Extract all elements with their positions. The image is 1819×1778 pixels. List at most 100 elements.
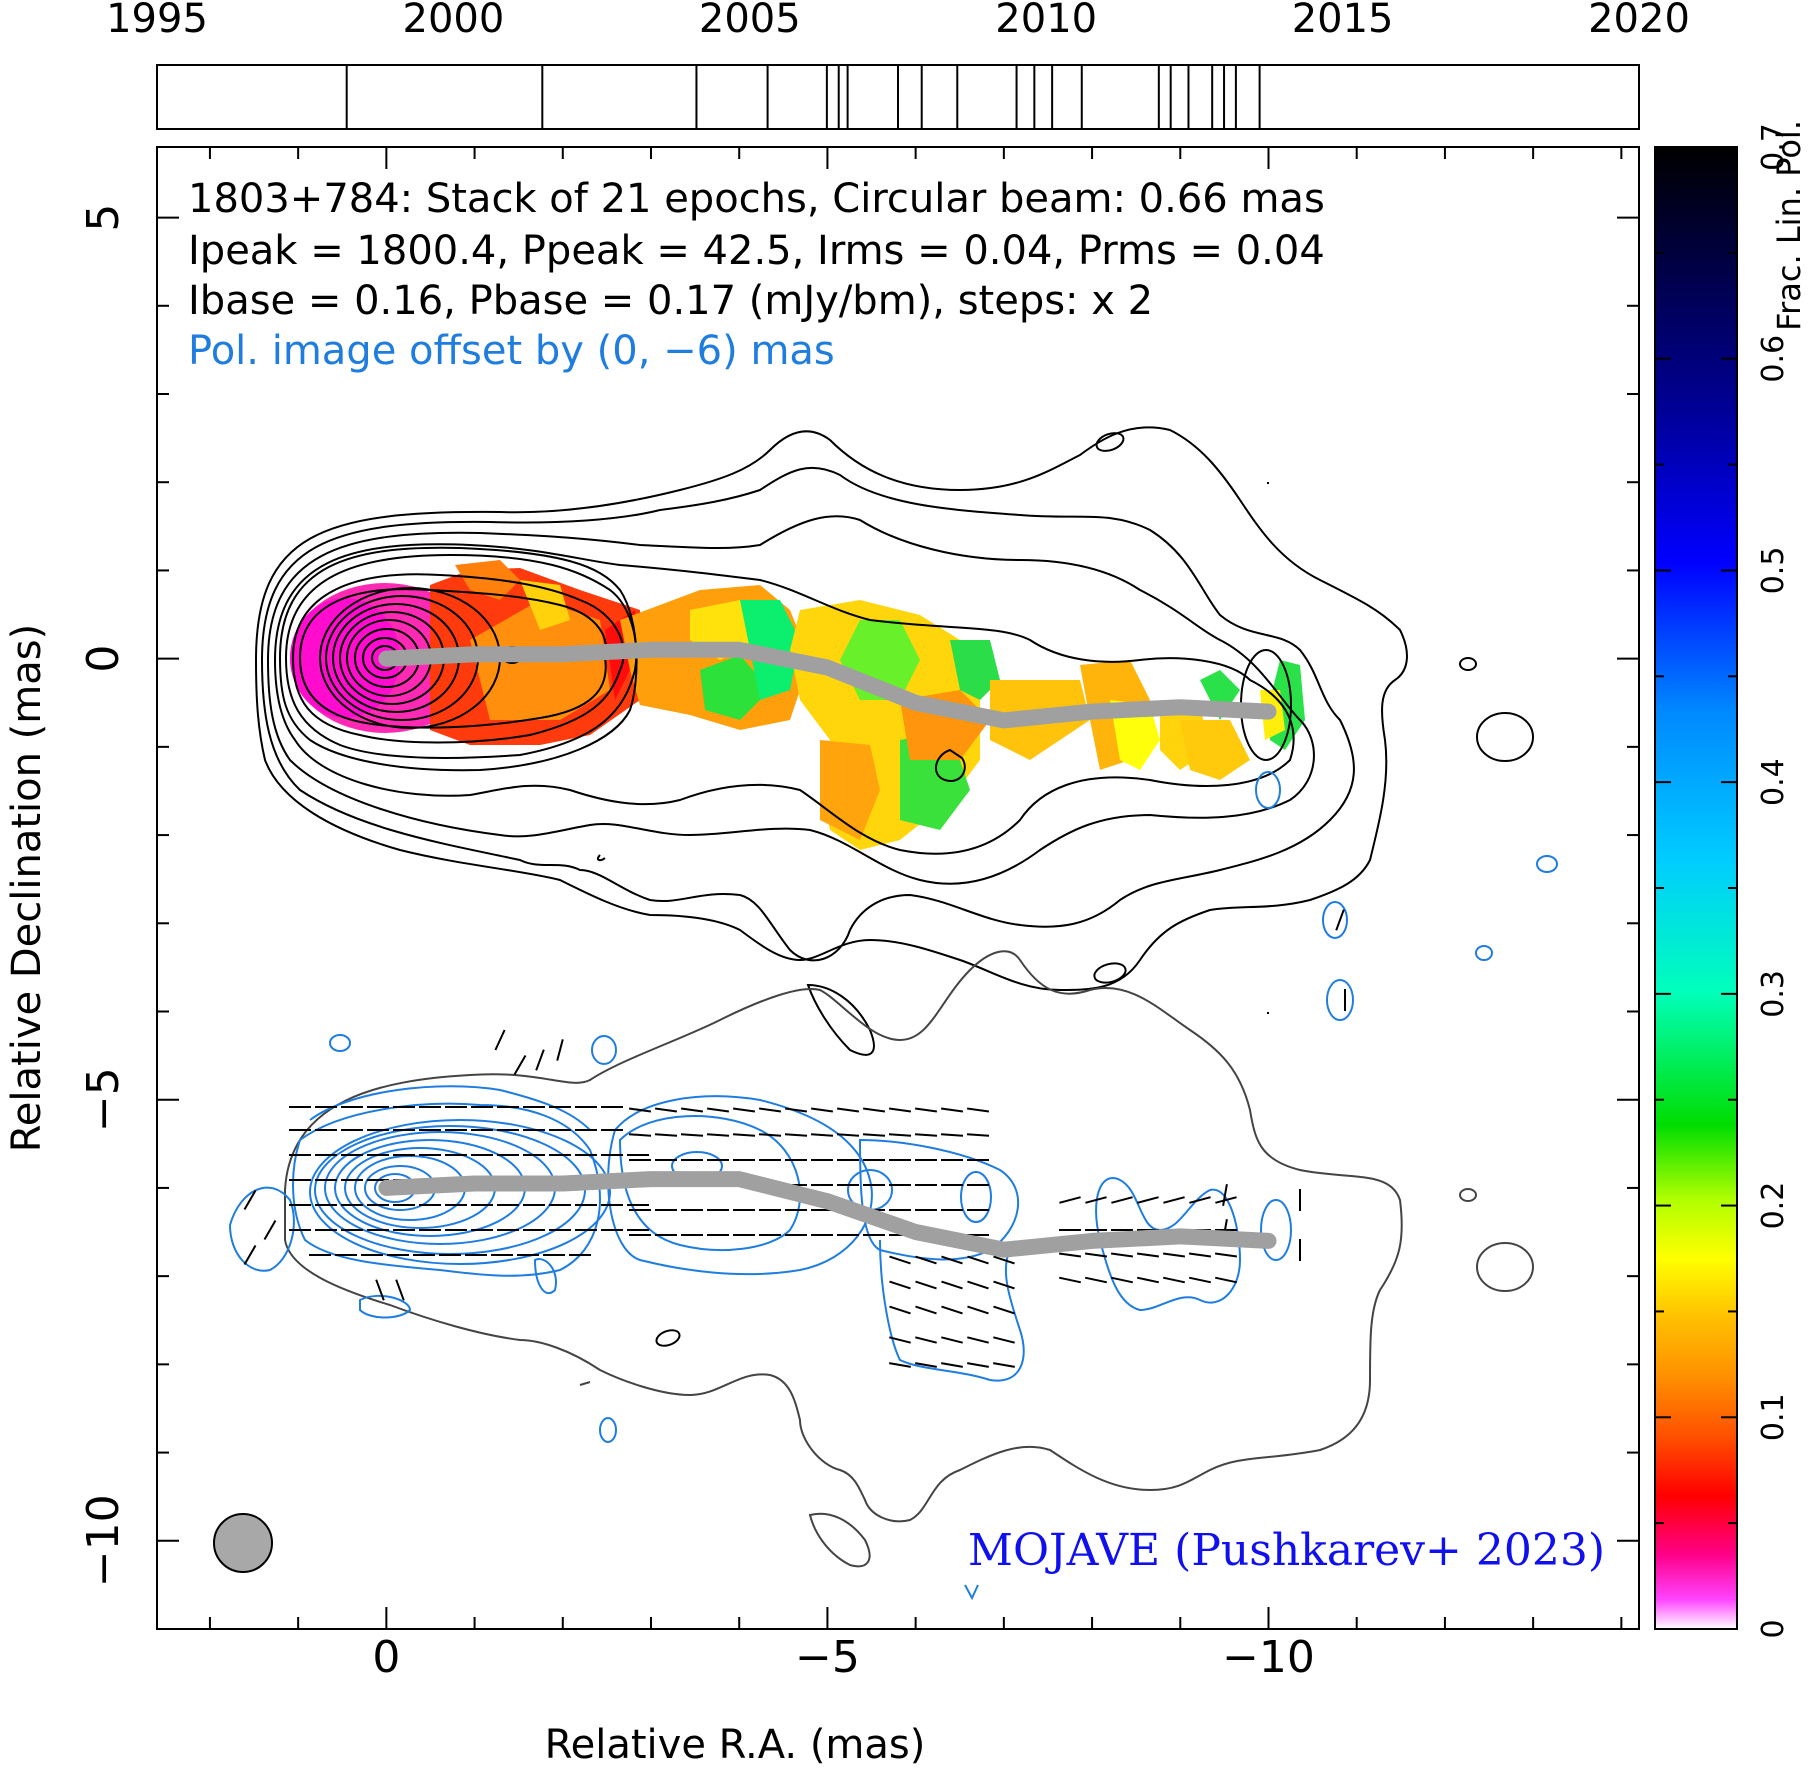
title-line-3: Ibase = 0.16, Pbase = 0.17 (mJy/bm), ste… [188, 278, 1153, 324]
evpa-tick [993, 1305, 1015, 1315]
y-tick-label: 0 [78, 645, 129, 673]
x-axis-ticks [208, 147, 1623, 1629]
epoch-strip: 1995 2000 2005 2010 2015 2020 [106, 0, 1690, 130]
evpa-tick [810, 1107, 834, 1113]
evpa-tick [1162, 1276, 1186, 1284]
evpa-tick [993, 1255, 1015, 1265]
evpa-tick [940, 1107, 964, 1113]
cb-tick-label: 0.1 [1756, 1393, 1791, 1441]
epoch-tick-label: 2020 [1588, 0, 1690, 42]
evpa-tick [967, 1280, 989, 1290]
title-line-2: Ipeak = 1800.4, Ppeak = 42.5, Irms = 0.0… [188, 228, 1325, 274]
evpa-tick [888, 1107, 912, 1113]
evpa-tick [1335, 909, 1345, 931]
evpa-tick [915, 1336, 937, 1344]
evpa-tick [914, 1107, 938, 1113]
ridgeline-pol [378, 1171, 1277, 1258]
x-axis-label: Relative R.A. (mas) [545, 1722, 926, 1768]
x-tick-labels: 0 −5 −10 [372, 1632, 1315, 1683]
evpa-tick [810, 1133, 834, 1137]
evpa-tick [1214, 1252, 1238, 1258]
evpa-tick [1110, 1252, 1134, 1258]
epoch-tick-label: 2005 [699, 0, 801, 42]
credit-label: MOJAVE (Pushkarev+ 2023) [968, 1525, 1605, 1576]
evpa-tick [889, 1255, 911, 1265]
evpa-tick [993, 1280, 1015, 1290]
evpa-tick [941, 1280, 963, 1290]
cb-tick-label: 0.3 [1756, 970, 1791, 1018]
evpa-tick [1136, 1276, 1160, 1284]
y-tick-labels: 5 0 −5 −10 [78, 204, 129, 1588]
evpa-tick [243, 1189, 257, 1211]
title-line-1: 1803+784: Stack of 21 epochs, Circular b… [188, 176, 1325, 222]
evpa-tick [1214, 1276, 1238, 1284]
evpa-tick [732, 1107, 756, 1113]
evpa-tick [784, 1133, 808, 1137]
evpa-tick [1222, 1184, 1228, 1206]
evpa-tick [1163, 1196, 1185, 1204]
evpa-tick [680, 1107, 704, 1113]
colorbar-ticks: 0 0.1 0.2 0.3 0.4 0.5 0.6 0.7 [1655, 123, 1791, 1639]
evpa-tick [1215, 1196, 1237, 1204]
evpa-tick [706, 1133, 730, 1137]
epoch-tick-label: 2010 [995, 0, 1097, 42]
evpa-tick [1058, 1252, 1082, 1258]
evpa-tick [628, 1133, 652, 1137]
cb-tick-label: 0.6 [1756, 335, 1791, 383]
evpa-tick [889, 1362, 911, 1368]
evpa-tick [1136, 1252, 1160, 1258]
evpa-tick [654, 1133, 678, 1137]
cb-tick-label: 0.5 [1756, 547, 1791, 595]
evpa-tick [915, 1362, 937, 1368]
evpa-tick [1084, 1276, 1108, 1284]
beam-ellipse [213, 1513, 273, 1573]
evpa-tick [654, 1107, 678, 1113]
evpa-tick [862, 1133, 886, 1137]
evpa-tick [836, 1107, 860, 1113]
evpa-tick [1111, 1196, 1133, 1204]
cb-tick-label: 0.2 [1756, 1182, 1791, 1230]
evpa-tick [680, 1133, 704, 1137]
evpa-tick [375, 1279, 385, 1301]
evpa-tick [915, 1280, 937, 1290]
evpa-tick [494, 1029, 506, 1051]
stokes-i-contours [254, 426, 1534, 1347]
evpa-tick [1137, 1196, 1159, 1204]
colorbar: 0 0.1 0.2 0.3 0.4 0.5 0.6 0.7 Frac. Lin. Pol. [1654, 120, 1808, 1639]
epoch-tick-label: 1995 [106, 0, 208, 42]
evpa-tick [967, 1255, 989, 1265]
offset-note: Pol. image offset by (0, −6) mas [188, 328, 835, 374]
evpa-tick [758, 1133, 782, 1137]
evpa-tick [1188, 1276, 1212, 1284]
evpa-tick [1189, 1196, 1211, 1204]
evpa-tick [914, 1133, 938, 1137]
evpa-tick [1085, 1196, 1107, 1204]
evpa-tick [967, 1362, 989, 1368]
plot-frame [156, 146, 1640, 1630]
cb-tick-label: 0.4 [1756, 758, 1791, 806]
evpa-tick [915, 1255, 937, 1265]
evpa-tick [940, 1133, 964, 1137]
evpa-tick [1084, 1252, 1108, 1258]
evpa-tick [1162, 1252, 1186, 1258]
evpa-tick [535, 1049, 545, 1071]
epoch-labels: 1995 2000 2005 2010 2015 2020 [106, 0, 1690, 42]
evpa-tick [993, 1362, 1015, 1368]
cb-tick-label: 0 [1756, 1619, 1791, 1638]
evpa-tick [941, 1305, 963, 1315]
epoch-lines [345, 65, 1261, 129]
evpa-tick [758, 1107, 782, 1113]
evpa-tick [915, 1305, 937, 1315]
y-axis-ticks [157, 216, 1639, 1542]
frac-pol-map [290, 560, 1305, 850]
evpa-tick [628, 1107, 652, 1113]
x-tick-label: −5 [795, 1632, 860, 1683]
evpa-tick [889, 1305, 911, 1315]
evpa-tick [941, 1362, 963, 1368]
evpa-tick [836, 1133, 860, 1137]
evpa-tick [993, 1336, 1015, 1344]
evpa-tick [784, 1107, 808, 1113]
ridgeline-total [378, 641, 1277, 729]
evpa-tick [862, 1107, 886, 1113]
x-tick-label: −10 [1222, 1632, 1315, 1683]
